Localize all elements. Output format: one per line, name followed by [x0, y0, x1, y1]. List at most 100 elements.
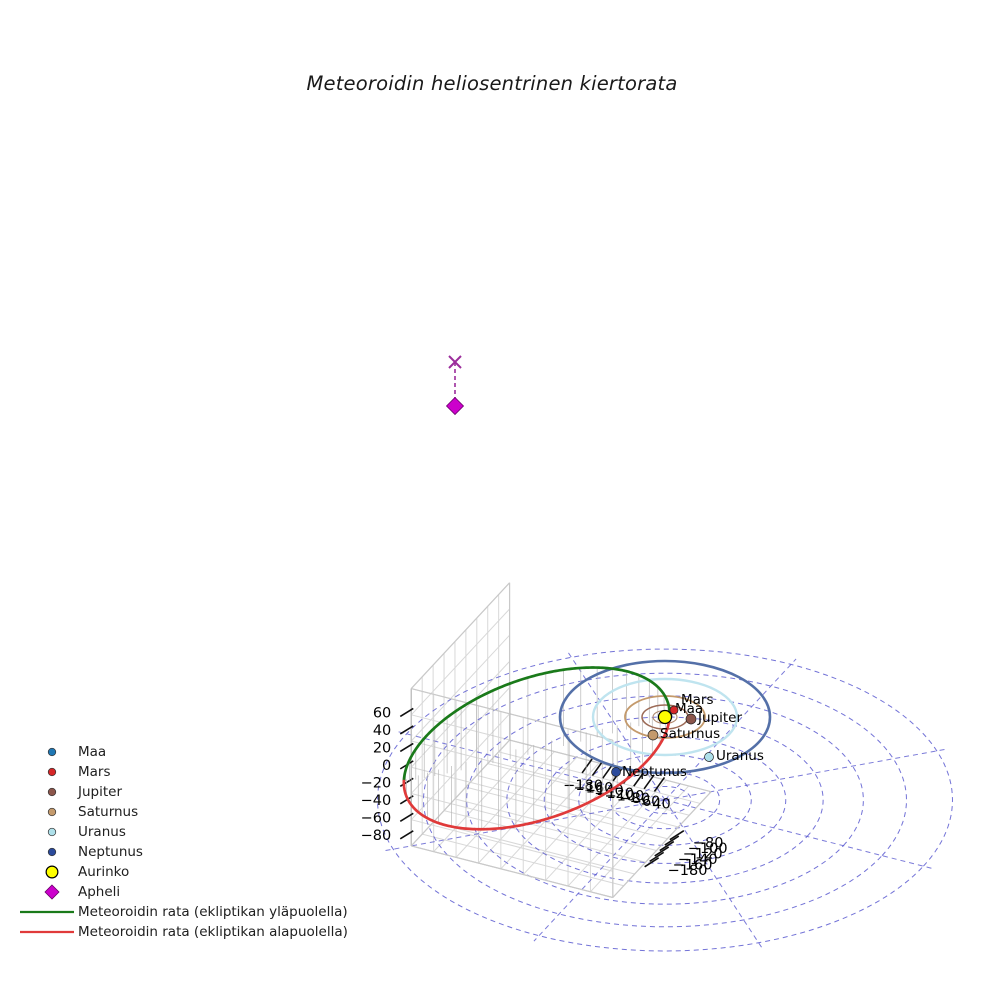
ecliptic-grid-spoke — [396, 730, 666, 801]
ecliptic-grid-circle — [543, 736, 787, 864]
x-tick-label: −100 — [605, 789, 645, 805]
pane-gridline — [410, 634, 510, 742]
orbit-ring-neptunus — [558, 659, 772, 775]
legend-label-8: Meteoroidin rata (ekliptikan yläpuolella… — [78, 904, 348, 920]
y-tick-label: −120 — [683, 847, 723, 863]
pane-gridline — [410, 608, 510, 716]
y-tick-label: −140 — [678, 852, 718, 868]
pane-gridline — [590, 785, 690, 893]
orbit-ring-uranus — [591, 677, 739, 757]
z-tick-mark — [399, 742, 414, 753]
pane-gridline — [567, 779, 667, 887]
ecliptic-grid-spoke — [664, 748, 948, 801]
pane-gridline — [433, 745, 533, 852]
z-tick-mark — [399, 830, 414, 840]
orbit-above-ecliptic — [402, 666, 672, 783]
z-tick-mark — [399, 812, 414, 822]
legend-label-6: Aurinko — [78, 864, 129, 880]
y-tick-mark — [654, 846, 670, 857]
x-tick-mark — [591, 761, 604, 777]
z-tick-label: 0 — [382, 758, 391, 774]
legend-label-0: Maa — [78, 744, 106, 760]
ecliptic-grid-circle — [578, 754, 752, 846]
y-tick-mark — [644, 857, 660, 868]
y-tick-mark — [669, 830, 685, 841]
box-edge — [612, 791, 712, 898]
body-marker-saturnus — [647, 729, 659, 741]
legend[interactable]: Maa Mars Jupiter Saturnus Uranus Neptunus Auri… — [20, 744, 348, 940]
y-tick-mark — [664, 835, 680, 846]
aphelion-marker — [445, 355, 465, 416]
pane-gridline — [487, 763, 690, 816]
y-tick-mark — [659, 840, 675, 852]
sun-marker — [657, 709, 673, 725]
z-tick-label: −80 — [361, 828, 392, 844]
pane-gridline — [411, 766, 613, 820]
pane-gridline — [455, 751, 555, 858]
aphelion-diamond-marker — [445, 396, 465, 416]
legend-marker-4 — [47, 827, 57, 837]
box-edge — [411, 687, 613, 741]
z-tick-label: −40 — [361, 793, 392, 809]
legend-marker-6 — [45, 865, 59, 879]
pane-gridline — [478, 756, 578, 864]
x-tick-label: −60 — [630, 794, 661, 810]
plot-title: Meteoroidin heliosentrinen kiertorata — [306, 72, 678, 95]
legend-marker-2 — [47, 787, 57, 797]
ecliptic-grid-spoke — [382, 799, 666, 852]
meteoroid-orbit — [402, 666, 672, 831]
y-tick-label: −180 — [668, 863, 708, 879]
legend-marker-5 — [47, 847, 57, 857]
legend-marker-3 — [47, 807, 57, 817]
body-label-mars: Mars — [681, 692, 714, 708]
x-tick-label: −160 — [574, 781, 614, 797]
y-tick-label: −160 — [673, 857, 713, 873]
aphelion-projection-x-icon — [448, 355, 462, 369]
legend-label-2: Jupiter — [77, 784, 122, 800]
pane-gridline — [410, 687, 510, 794]
y-tick-mark — [649, 851, 665, 863]
orbit-drop-lines — [403, 667, 671, 830]
body-marker-jupiter — [685, 713, 697, 725]
legend-marker-0 — [47, 747, 57, 757]
box-edge — [411, 845, 613, 899]
legend-label-1: Mars — [78, 764, 111, 780]
body-label-neptunus: Neptunus — [622, 764, 687, 780]
legend-marker-7 — [44, 884, 60, 900]
pane-gridline — [410, 661, 510, 768]
orbit-below-ecliptic — [402, 715, 671, 831]
ecliptic-grid-circle — [422, 672, 908, 928]
x-tick-label: −180 — [563, 778, 603, 794]
x-tick-mark — [643, 774, 655, 790]
z-tick-mark — [399, 707, 414, 718]
ecliptic-polar-grid — [376, 648, 954, 952]
legend-marker-1 — [47, 767, 57, 777]
legend-label-9: Meteoroidin rata (ekliptikan alapuolella… — [78, 924, 348, 940]
x-tick-label: −40 — [640, 796, 671, 812]
pane-gridline — [422, 833, 624, 887]
z-tick-label: −60 — [361, 810, 392, 826]
pane-gridline — [500, 762, 600, 870]
z-tick-label: 60 — [373, 705, 391, 721]
body-label-jupiter: Jupiter — [697, 710, 742, 726]
body-label-maa: Maa — [675, 701, 703, 717]
ecliptic-grid-circle — [376, 648, 954, 952]
x-tick-mark — [581, 758, 593, 774]
z-tick-label: 20 — [373, 740, 391, 756]
body-label-uranus: Uranus — [716, 748, 764, 764]
x-tick-mark — [633, 771, 645, 787]
pane-gridline — [454, 798, 657, 851]
pane-gridline — [498, 751, 701, 804]
body-marker-uranus — [704, 752, 714, 762]
axis-tick-labels: 6040200−20−40−60−80−180−160−140−120−100−… — [361, 705, 728, 878]
ecliptic-grid-circle — [609, 770, 721, 830]
pane-gridline — [410, 713, 510, 821]
box-edge — [410, 582, 511, 689]
ecliptic-grid-circle — [638, 785, 692, 815]
z-tick-label: 40 — [373, 723, 391, 739]
z-tick-mark — [399, 725, 414, 735]
legend-label-4: Uranus — [78, 824, 126, 840]
